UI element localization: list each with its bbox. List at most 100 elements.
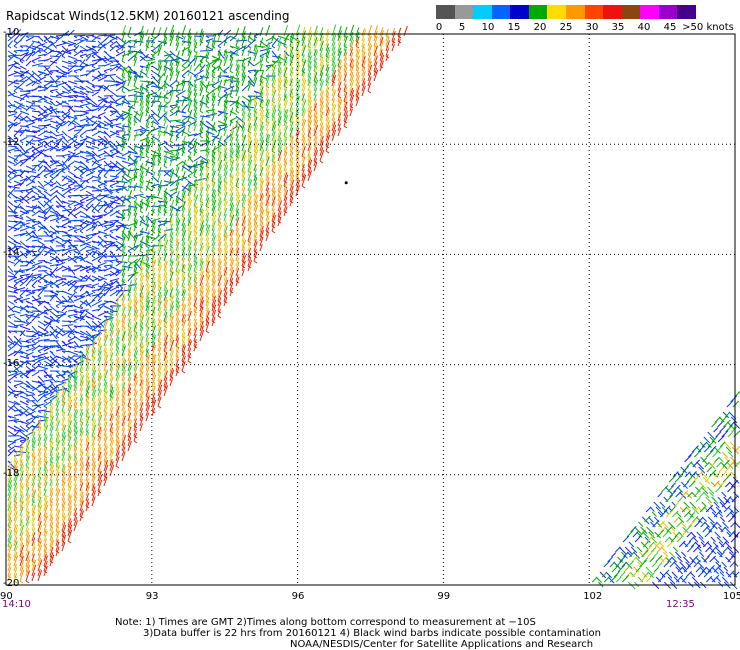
wind-barb: [373, 45, 378, 57]
wind-barb: [85, 116, 95, 122]
wind-barb: [337, 123, 341, 132]
wind-barb: [199, 325, 204, 337]
wind-barb: [19, 370, 30, 377]
wind-barb: [91, 216, 103, 222]
wind-barb: [133, 131, 138, 142]
wind-barb-flag: [7, 315, 12, 319]
wind-barb: [13, 85, 24, 91]
wind-barb-flag: [109, 35, 114, 39]
wind-barb: [301, 119, 307, 132]
wind-barb: [151, 193, 155, 202]
wind-barb-flag: [55, 305, 60, 309]
wind-barb: [211, 66, 219, 72]
wind-barb: [181, 181, 191, 192]
wind-barb: [229, 107, 234, 117]
wind-barb: [139, 413, 144, 422]
wind-barb-flag: [61, 170, 66, 174]
wind-barb: [55, 266, 63, 272]
wind-barb-flag: [73, 330, 78, 334]
wind-barb-flag: [55, 290, 60, 294]
wind-barb: [169, 125, 174, 137]
wind-barb-flag: [7, 390, 12, 394]
wind-barb: [103, 319, 109, 332]
wind-barb: [253, 231, 258, 242]
wind-barb: [163, 181, 175, 187]
wind-barb: [157, 389, 163, 402]
wind-barb: [109, 160, 118, 168]
wind-barb-flag: [85, 260, 90, 264]
wind-barb-flag: [139, 210, 144, 214]
wind-barb: [115, 283, 127, 287]
wind-barb: [373, 42, 378, 52]
colorbar-label: 40: [637, 22, 651, 33]
wind-barb: [67, 354, 75, 362]
wind-barb: [175, 206, 180, 217]
wind-barb: [247, 75, 255, 85]
wind-barb: [139, 215, 145, 227]
wind-barb: [217, 290, 223, 302]
wind-barb-flag: [7, 330, 12, 334]
wind-barb: [367, 60, 372, 72]
wind-barb: [235, 213, 239, 222]
wind-barb: [55, 364, 64, 367]
wind-barb: [73, 235, 83, 242]
wind-barb: [85, 105, 92, 112]
wind-barb: [271, 187, 276, 197]
wind-barb: [55, 100, 67, 107]
wind-barb: [259, 157, 264, 167]
wind-barb: [271, 104, 275, 112]
wind-barb: [67, 399, 73, 412]
wind-barb-flag: [25, 190, 30, 194]
wind-barb: [133, 77, 138, 87]
wind-barb: [139, 380, 145, 392]
wind-barb: [163, 226, 168, 237]
wind-barb: [241, 233, 246, 242]
wind-barb-flag: [151, 125, 156, 129]
wind-barb: [109, 289, 120, 297]
wind-barb: [13, 49, 23, 52]
wind-barb: [31, 344, 41, 352]
wind-barb: [349, 94, 355, 107]
wind-barb: [181, 195, 187, 207]
wind-barb: [283, 206, 288, 217]
wind-barb: [19, 268, 30, 272]
wind-barb-flag: [73, 215, 78, 219]
wind-barb: [157, 223, 161, 232]
wind-barb-flag: [229, 70, 234, 74]
wind-barb: [187, 352, 192, 362]
wind-barb: [133, 197, 138, 207]
wind-barb: [193, 194, 197, 202]
wind-barb: [367, 76, 372, 87]
wind-barb: [319, 149, 325, 162]
wind-barb: [361, 77, 366, 87]
wind-barb-flag: [205, 330, 210, 334]
wind-barb: [109, 123, 122, 127]
wind-barb: [175, 341, 180, 352]
wind-barb: [259, 110, 265, 122]
wind-barb: [181, 273, 185, 282]
wind-barb: [25, 105, 36, 111]
wind-barb: [187, 208, 192, 217]
wind-barb: [169, 369, 175, 382]
wind-barb: [121, 124, 125, 132]
wind-barb-flag: [79, 85, 84, 89]
wind-barb: [259, 101, 264, 112]
wind-barb: [217, 191, 222, 202]
wind-barb: [259, 53, 263, 62]
wind-barb: [361, 48, 365, 57]
wind-barb: [229, 150, 234, 162]
wind-barb: [97, 389, 103, 402]
wind-barb: [247, 145, 252, 157]
wind-barb: [253, 224, 259, 237]
wind-barb: [121, 225, 126, 237]
wind-barb: [13, 247, 21, 252]
wind-barb: [355, 85, 360, 97]
wind-barb-flag: [187, 120, 192, 124]
wind-barb-flag: [73, 325, 78, 329]
wind-barb-flag: [31, 260, 36, 264]
wind-barb: [205, 229, 211, 242]
wind-barb: [241, 199, 247, 212]
wind-barb: [277, 128, 281, 137]
wind-barb: [367, 44, 373, 57]
wind-barb: [97, 135, 107, 143]
